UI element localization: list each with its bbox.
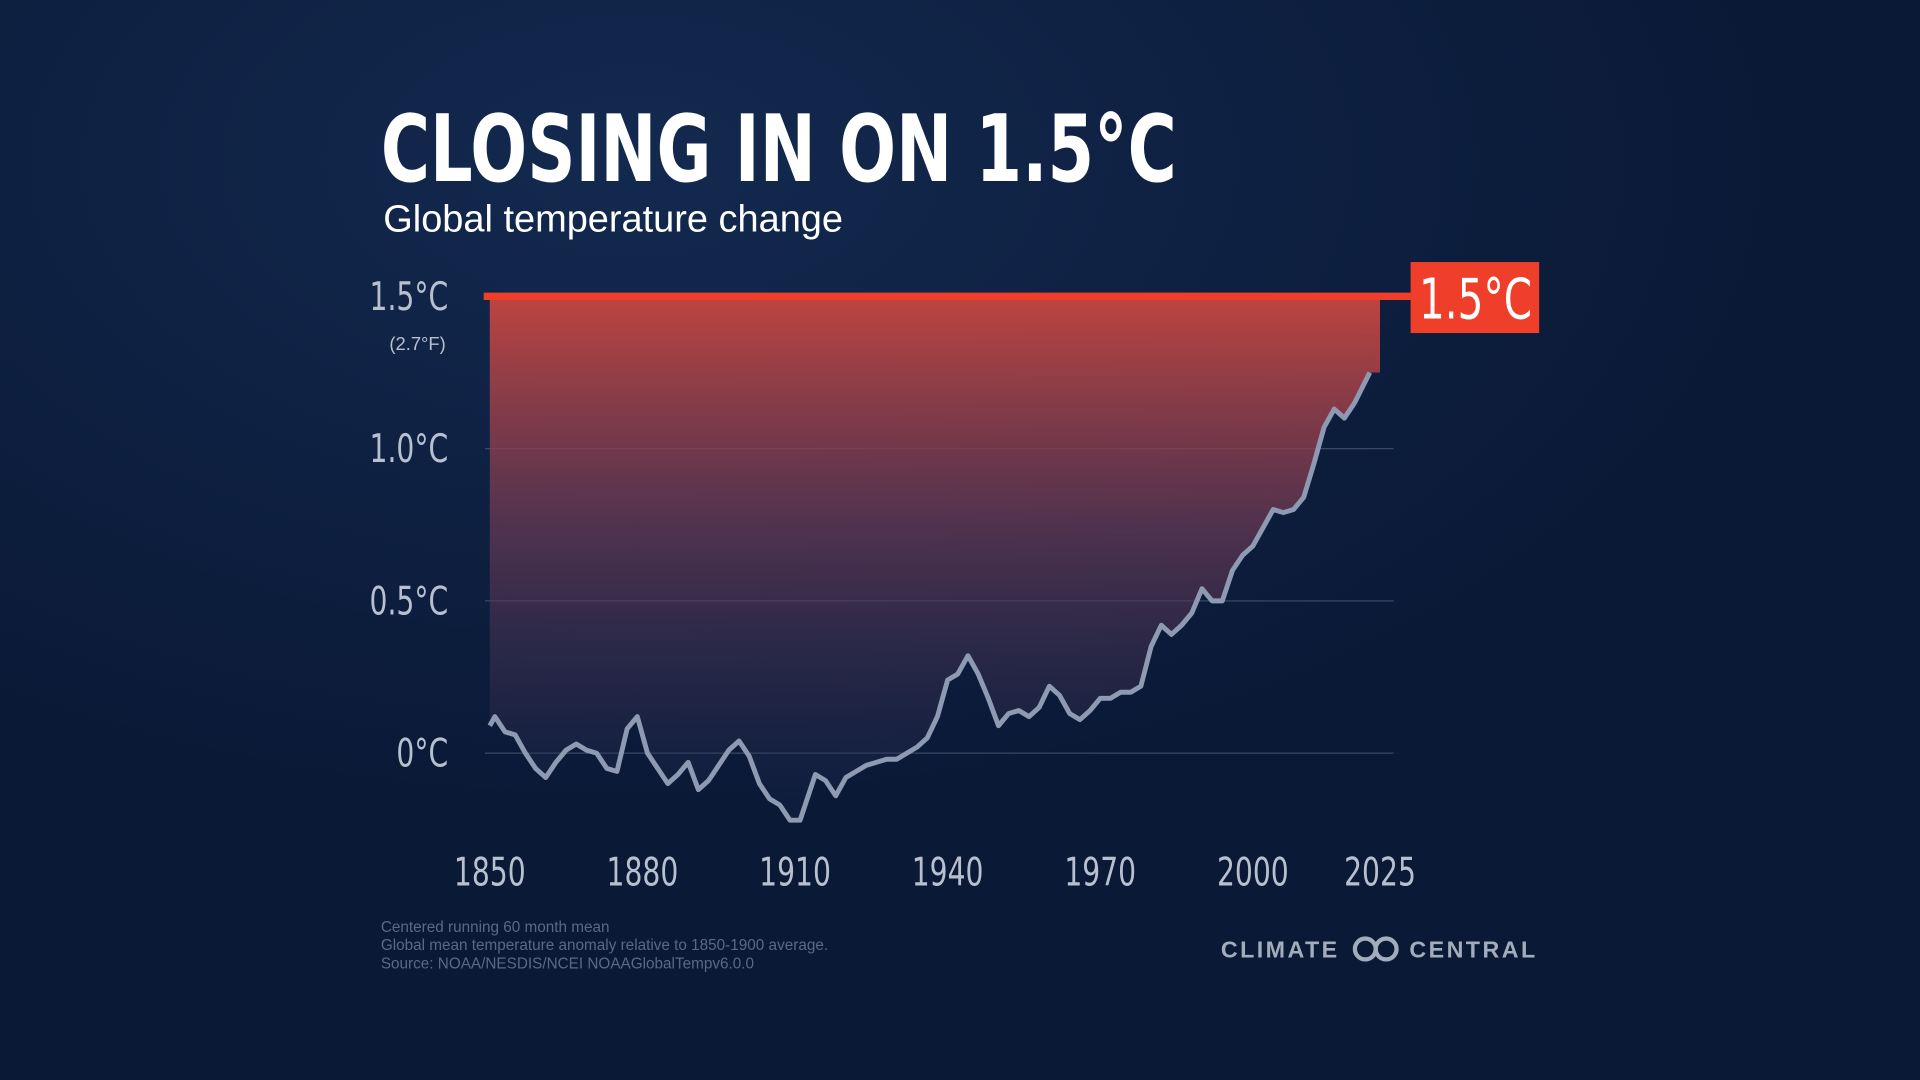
- x-tick: 1940: [912, 850, 984, 896]
- x-tick: 1880: [607, 850, 679, 896]
- threshold-tag: 1.5°C: [1419, 266, 1532, 333]
- x-tick-label: 2025: [1344, 850, 1416, 896]
- x-tick-label: 1880: [607, 850, 679, 896]
- x-tick: 1970: [1064, 850, 1136, 896]
- x-tick-label: 1970: [1064, 850, 1136, 896]
- y-tick-label: 1.5°C: [370, 274, 449, 320]
- x-tick-label: 2000: [1217, 850, 1289, 896]
- brand-logo: [1352, 936, 1399, 962]
- y-tick-label: 0°C: [396, 731, 448, 777]
- temperature-line: [487, 371, 1373, 823]
- footnote: Centered running 60 month mean: [381, 919, 610, 936]
- y-tick: 1.5°C: [370, 274, 449, 320]
- x-tick-label: 1940: [912, 850, 984, 896]
- footnote: Global mean temperature anomaly relative…: [381, 937, 828, 954]
- threshold-label: 1.5°C: [1419, 266, 1532, 333]
- threshold-box: [1410, 262, 1540, 334]
- y-tick: 1.0°C: [370, 426, 449, 472]
- x-tick: 1910: [759, 850, 831, 896]
- fahrenheit-note: (2.7°F): [389, 333, 445, 354]
- y-tick: 0°C: [396, 731, 448, 777]
- warming-area: [489, 296, 1381, 821]
- chart-title: CLOSING IN ON 1.5°C: [381, 96, 1177, 204]
- plot-area: 0°C 0.5°C 1.0°C 1.5°C 1850 1880 1910 1940 1970 20…: [370, 262, 1540, 896]
- brand-word: CLIMATE: [1221, 937, 1340, 963]
- y-tick-label: 0.5°C: [370, 579, 449, 625]
- x-tick-label: 1850: [454, 850, 526, 896]
- x-tick: 2025: [1344, 850, 1416, 896]
- x-tick: 1850: [454, 850, 526, 896]
- x-tick: 2000: [1217, 850, 1289, 896]
- x-tick-label: 1910: [759, 850, 831, 896]
- footnote: Source: NOAA/NESDIS/NCEI NOAAGlobalTempv…: [381, 956, 754, 973]
- y-tick: 0.5°C: [370, 579, 449, 625]
- chart-subtitle: Global temperature change: [383, 198, 843, 240]
- brand-word: CENTRAL: [1409, 937, 1537, 963]
- y-tick-label: 1.0°C: [370, 426, 449, 472]
